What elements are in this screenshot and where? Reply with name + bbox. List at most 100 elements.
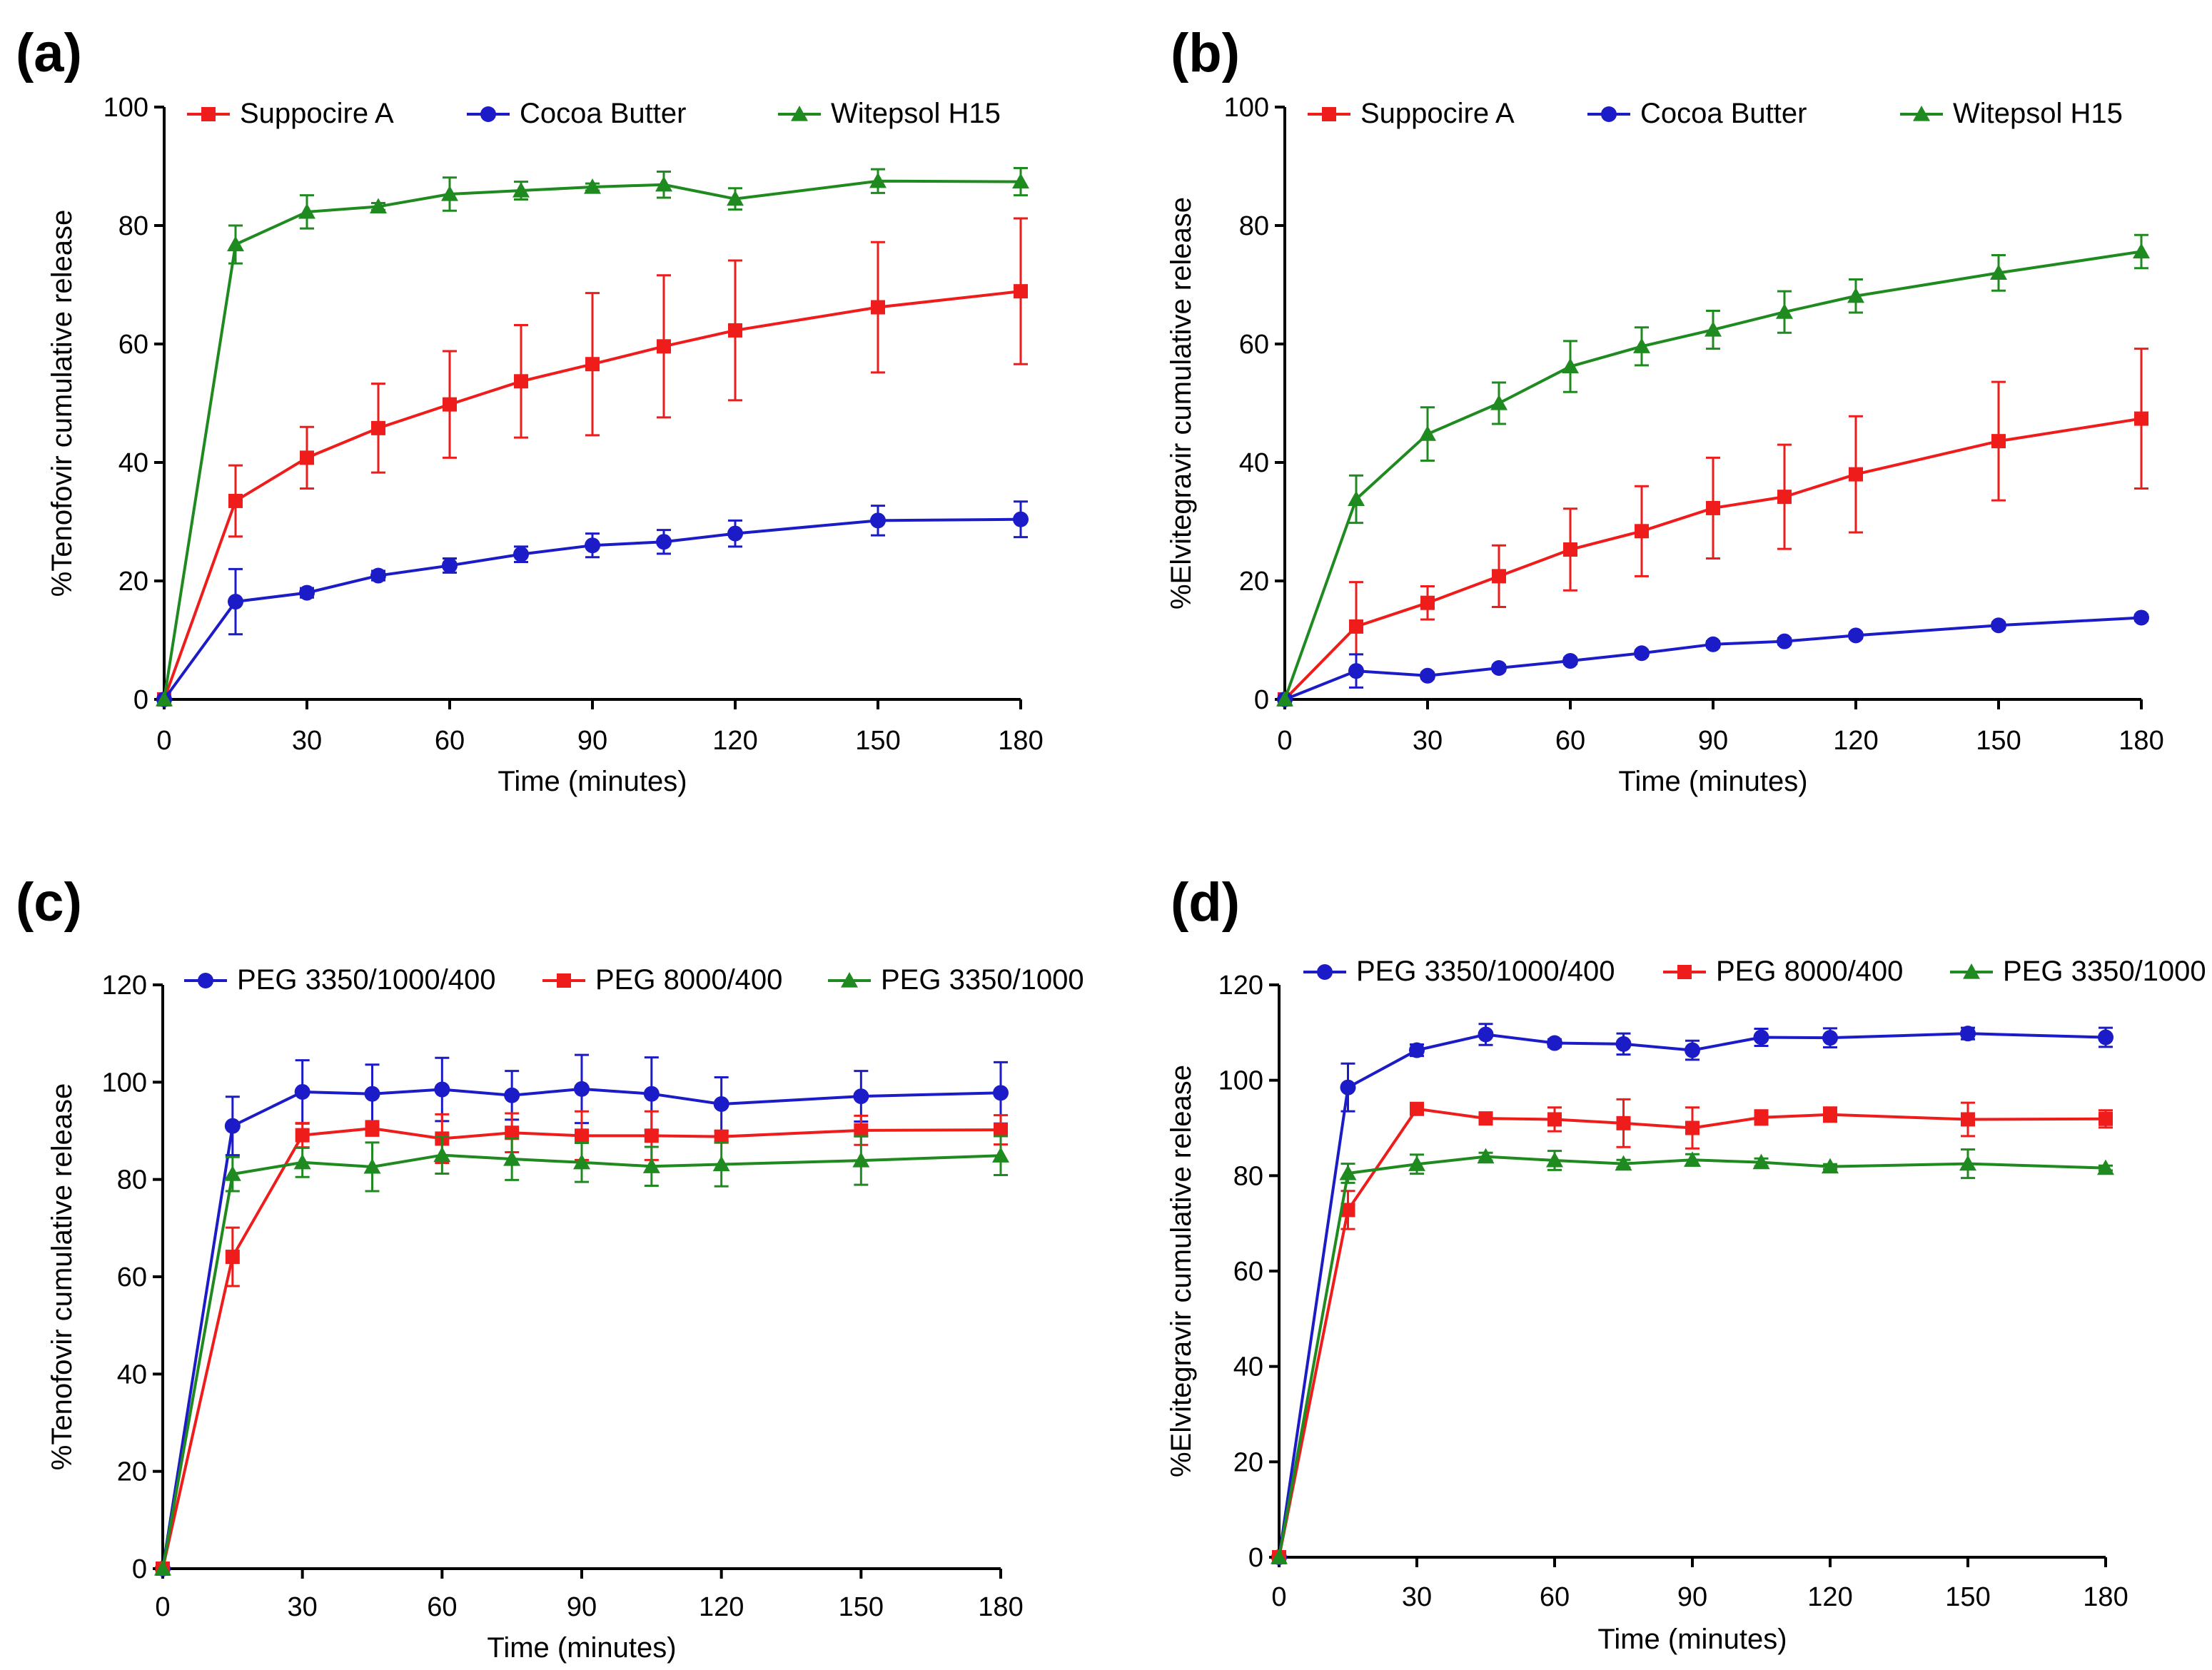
x-tick-label: 180: [978, 1592, 1023, 1622]
data-point: [1563, 542, 1577, 557]
series-suppocire-a: [157, 217, 1028, 707]
y-tick-label: 0: [1254, 685, 1269, 715]
legend-item: PEG 8000/400: [542, 964, 782, 996]
data-point: [433, 1146, 451, 1163]
data-point: [1615, 1036, 1632, 1052]
data-point: [1960, 1026, 1976, 1042]
legend-marker: [1601, 106, 1617, 122]
legend-marker: [1677, 965, 1692, 979]
data-point: [1754, 1110, 1769, 1125]
y-axis-title: %Tenofovir cumulative release: [46, 1083, 78, 1470]
data-point: [1777, 633, 1792, 649]
y-tick-label: 80: [118, 211, 148, 241]
legend-item: PEG 3350/1000: [828, 964, 1084, 996]
data-point: [294, 1083, 310, 1100]
data-point: [728, 323, 742, 338]
data-point: [1349, 619, 1363, 634]
data-point: [713, 1096, 729, 1113]
data-point: [1634, 645, 1650, 662]
legend-label: Cocoa Butter: [520, 98, 686, 129]
data-point: [854, 1123, 869, 1138]
legend-label: PEG 3350/1000: [2003, 956, 2206, 987]
y-tick-label: 40: [118, 448, 148, 478]
legend-label: Suppocire A: [1360, 98, 1515, 129]
legend-marker: [841, 972, 858, 988]
y-tick-label: 0: [133, 685, 148, 715]
x-tick-label: 0: [1271, 1582, 1286, 1612]
y-tick-label: 0: [132, 1554, 147, 1584]
data-point: [1276, 691, 1293, 707]
data-point: [299, 584, 315, 601]
data-point: [1633, 338, 1650, 353]
y-tick-label: 100: [103, 93, 148, 123]
x-tick-label: 90: [577, 726, 607, 756]
legend-label: Witepsol H15: [1953, 98, 2123, 129]
data-point: [1991, 617, 2006, 634]
data-point: [1616, 1115, 1631, 1130]
data-point: [442, 557, 458, 574]
data-point: [441, 186, 458, 201]
x-tick-label: 180: [998, 726, 1043, 756]
legend-item: Cocoa Butter: [467, 98, 686, 129]
data-point: [644, 1128, 659, 1143]
legend-label: PEG 3350/1000: [881, 964, 1084, 996]
data-point: [1478, 1026, 1494, 1043]
data-point: [575, 1128, 589, 1143]
data-point: [643, 1086, 660, 1102]
data-point: [154, 1560, 171, 1576]
x-tick-label: 180: [2083, 1582, 2128, 1612]
data-point: [1339, 1164, 1357, 1180]
legend-label: PEG 8000/400: [595, 964, 782, 996]
y-tick-label: 40: [1239, 448, 1269, 478]
legend-item: Suppocire A: [1308, 98, 1515, 129]
legend-label: PEG 8000/400: [1716, 956, 1903, 987]
y-tick-label: 60: [1233, 1257, 1263, 1287]
data-point: [1684, 1151, 1701, 1167]
data-point: [1705, 321, 1722, 337]
chart-panel-1: (a) 0 20 40 60 80 100 0 30 60 90 120 150 180 Time (min…: [16, 23, 1044, 797]
series-peg-3350-1000: [1271, 1148, 2114, 1564]
data-point: [1012, 173, 1029, 189]
legend-item: Cocoa Butter: [1587, 98, 1807, 129]
x-axis-title: Time (minutes): [1597, 1624, 1787, 1655]
data-point: [574, 1081, 590, 1097]
y-tick-label: 0: [1248, 1543, 1263, 1573]
data-point: [1348, 663, 1364, 679]
legend-item: PEG 3350/1000/400: [1303, 956, 1615, 987]
data-point: [2134, 411, 2148, 426]
x-tick-label: 0: [155, 1592, 170, 1622]
data-point: [1635, 524, 1649, 539]
legend-marker: [480, 106, 496, 122]
data-point: [2133, 609, 2149, 626]
data-point: [871, 300, 885, 315]
panel-label: (c): [16, 872, 82, 933]
x-axis-title: Time (minutes): [498, 766, 687, 797]
x-tick-label: 30: [292, 726, 322, 756]
series-peg-3350-1000-400: [1271, 1023, 2113, 1565]
data-point: [156, 691, 173, 707]
data-point: [1340, 1203, 1355, 1218]
data-point: [1848, 627, 1864, 644]
y-tick-label: 60: [1239, 330, 1269, 360]
legend-marker: [557, 973, 571, 988]
data-point: [503, 1150, 521, 1166]
data-point: [727, 525, 743, 542]
x-tick-label: 120: [1807, 1582, 1852, 1612]
legend-marker: [201, 107, 216, 121]
data-point: [295, 1128, 310, 1143]
data-point: [1562, 358, 1579, 374]
x-tick-label: 120: [1833, 726, 1878, 756]
legend-marker: [1317, 964, 1333, 980]
y-tick-label: 60: [117, 1262, 147, 1292]
data-point: [2097, 1159, 2114, 1175]
x-tick-label: 60: [435, 726, 465, 756]
x-tick-label: 180: [2118, 726, 2163, 756]
data-point: [1705, 636, 1721, 652]
data-point: [714, 1129, 729, 1144]
data-point: [223, 1165, 241, 1181]
x-tick-label: 30: [1413, 726, 1443, 756]
data-point: [363, 1158, 381, 1174]
y-tick-label: 100: [1218, 1066, 1263, 1096]
data-point: [300, 450, 314, 465]
